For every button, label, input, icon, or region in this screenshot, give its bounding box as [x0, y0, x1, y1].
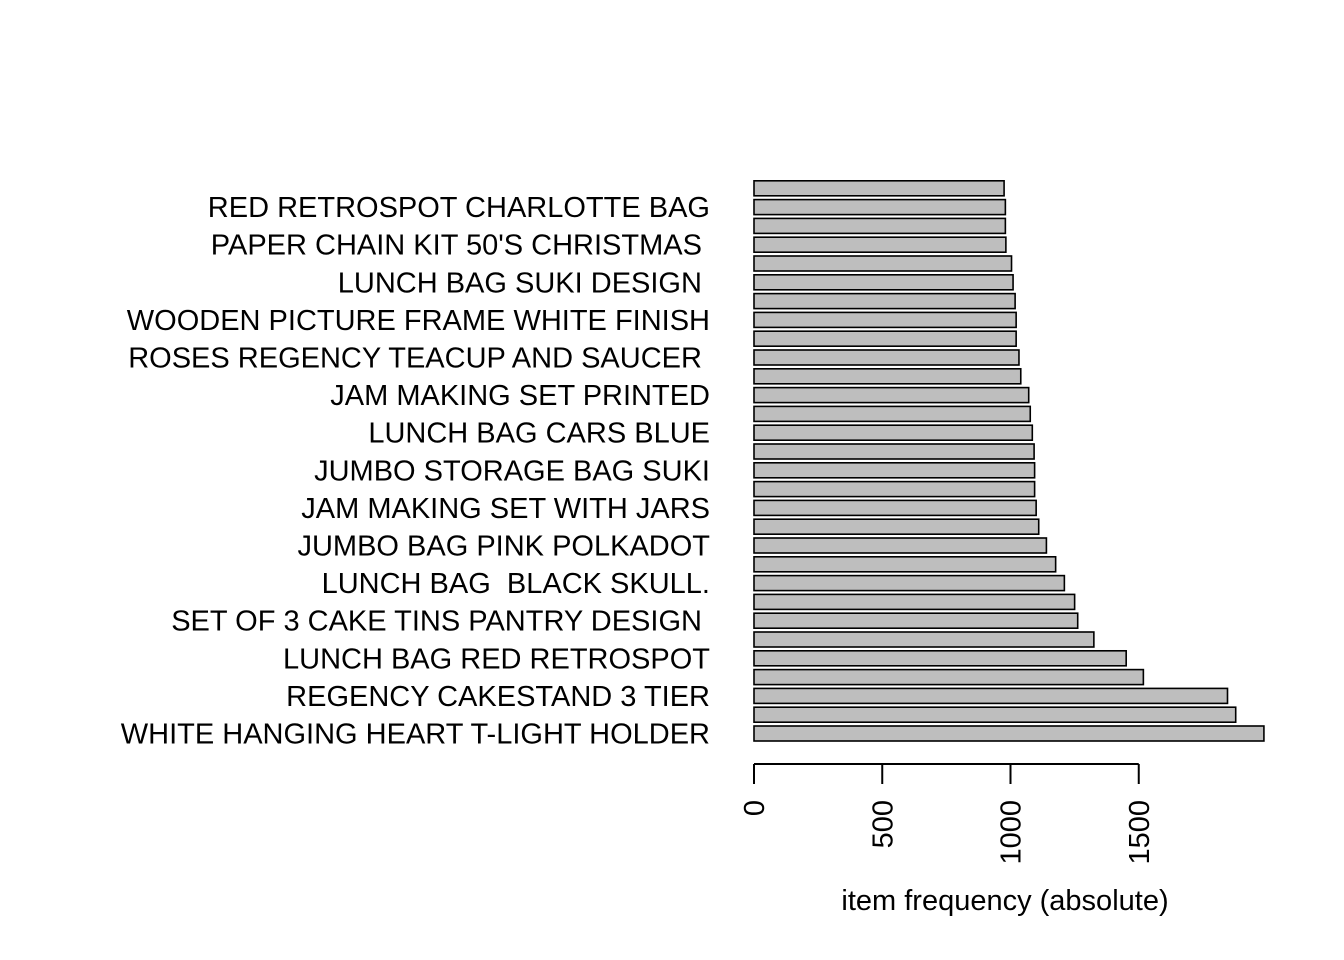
category-label: JAM MAKING SET PRINTED	[330, 380, 710, 412]
category-label: LUNCH BAG BLACK SKULL.	[322, 568, 710, 600]
category-label: REGENCY CAKESTAND 3 TIER	[286, 681, 710, 713]
category-label: SET OF 3 CAKE TINS PANTRY DESIGN	[171, 606, 710, 638]
bar	[753, 367, 1022, 385]
category-label: RED RETROSPOT CHARLOTTE BAG	[208, 192, 710, 224]
bar	[753, 631, 1095, 648]
x-tick-label: 500	[867, 800, 899, 848]
x-tick-label: 1500	[1124, 800, 1156, 865]
bar	[753, 574, 1066, 592]
category-label: JUMBO BAG PINK POLKADOT	[297, 531, 710, 563]
bar	[753, 518, 1040, 536]
bar	[753, 273, 1014, 291]
category-label: PAPER CHAIN KIT 50'S CHRISTMAS	[211, 230, 710, 262]
category-label: LUNCH BAG CARS BLUE	[368, 418, 710, 450]
bar	[753, 217, 1007, 235]
category-label: JAM MAKING SET WITH JARS	[301, 493, 710, 525]
category-labels: WHITE HANGING HEART T-LIGHT HOLDER REGENC…	[121, 192, 711, 750]
bar	[753, 593, 1076, 611]
category-label: WOODEN PICTURE FRAME WHITE FINISH	[127, 305, 710, 337]
bar	[753, 443, 1035, 460]
bar	[753, 198, 1007, 216]
x-axis-title: item frequency (absolute)	[841, 885, 1168, 917]
bar	[753, 424, 1034, 442]
category-label: JUMBO STORAGE BAG SUKI	[314, 455, 710, 487]
category-label: ROSES REGENCY TEACUP AND SAUCER	[128, 343, 710, 375]
bar	[753, 480, 1036, 498]
bar	[753, 725, 1265, 742]
x-tick-label: 0	[739, 800, 771, 816]
bar	[753, 499, 1037, 517]
bar	[753, 461, 1036, 479]
bars-group	[753, 180, 1265, 742]
x-tick-label: 1000	[996, 800, 1028, 865]
bar	[753, 649, 1127, 667]
bar	[753, 311, 1017, 329]
bar	[753, 687, 1229, 705]
bar	[753, 349, 1020, 366]
bar	[753, 386, 1030, 404]
x-axis: 0 500 1000 1500	[739, 763, 1156, 865]
category-label: LUNCH BAG RED RETROSPOT	[283, 643, 710, 675]
bar	[753, 555, 1057, 573]
bar	[753, 668, 1145, 686]
bar	[753, 255, 1013, 272]
category-label: LUNCH BAG SUKI DESIGN	[338, 267, 710, 299]
bar	[753, 180, 1005, 197]
bar	[753, 537, 1048, 554]
category-label: WHITE HANGING HEART T-LIGHT HOLDER	[121, 719, 710, 751]
bar	[753, 405, 1032, 423]
bar	[753, 292, 1016, 310]
bar	[753, 330, 1017, 348]
bar	[753, 612, 1079, 630]
bar	[753, 236, 1007, 253]
bar	[753, 706, 1237, 724]
